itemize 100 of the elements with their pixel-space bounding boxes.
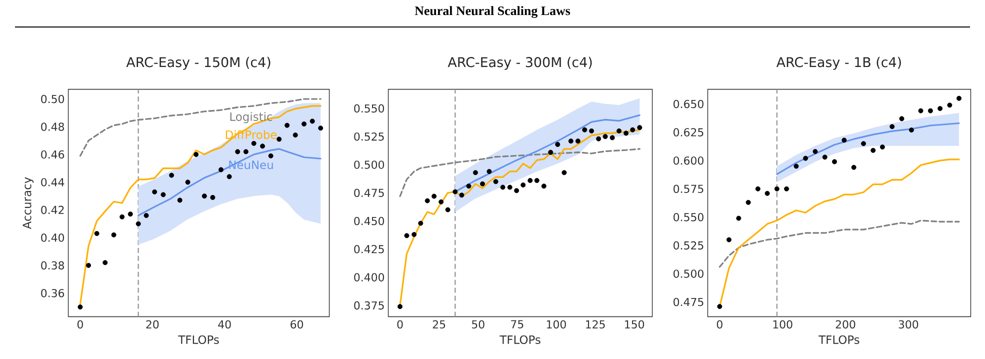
point	[575, 138, 580, 144]
y-axis-title: Accuracy	[22, 177, 34, 230]
chart-title: ARC-Easy - 150M (c4)	[126, 56, 270, 70]
line-series	[399, 148, 640, 198]
y-tick-label: 0.400	[354, 273, 384, 282]
point	[152, 189, 158, 194]
point	[251, 140, 256, 146]
point	[736, 216, 742, 221]
point	[466, 184, 472, 189]
point	[318, 126, 324, 131]
x-tick-label: 20	[146, 320, 159, 329]
point	[452, 189, 458, 194]
point	[589, 128, 594, 134]
line-series	[718, 220, 960, 268]
x-axis-title: TFLOPs	[500, 335, 540, 344]
point	[842, 138, 847, 143]
point	[555, 142, 560, 147]
point	[128, 212, 133, 217]
point	[851, 164, 856, 170]
x-tick-label: 200	[836, 320, 856, 329]
point	[755, 186, 760, 192]
point	[908, 128, 914, 133]
point	[445, 207, 450, 212]
point	[822, 154, 828, 160]
y-tick-label: 0.475	[354, 188, 384, 198]
point	[94, 231, 100, 236]
point	[424, 198, 430, 204]
y-tick-label: 0.550	[354, 104, 384, 113]
point	[764, 190, 770, 196]
point	[726, 237, 732, 242]
y-tick-label: 0.36	[41, 288, 64, 298]
point	[472, 170, 478, 176]
point	[947, 102, 952, 108]
point	[610, 135, 615, 140]
x-tick-label: 50	[472, 320, 484, 329]
x-tick-label: 100	[773, 320, 792, 329]
point	[938, 106, 943, 112]
x-tick-label: 150	[625, 320, 644, 329]
x-tick-label: 100	[546, 320, 566, 329]
y-tick-label: 0.44	[41, 178, 64, 186]
x-tick-label: 0	[77, 320, 83, 329]
series-label: Logistic	[230, 112, 272, 124]
point	[438, 199, 444, 204]
y-tick-label: 0.40	[41, 234, 64, 242]
x-tick-label: 40	[218, 320, 231, 329]
point	[310, 118, 315, 124]
point	[276, 136, 282, 142]
point	[956, 96, 962, 101]
y-tick-label: 0.625	[674, 128, 704, 136]
point	[541, 184, 546, 189]
x-axis-title: TFLOPs	[818, 335, 860, 344]
point	[185, 180, 190, 185]
line-series	[454, 114, 640, 193]
point	[111, 232, 116, 238]
point	[169, 172, 174, 178]
y-tick-label: 0.425	[354, 245, 384, 254]
y-tick-label: 0.375	[354, 301, 384, 310]
y-tick-label: 0.450	[354, 216, 384, 226]
y-tick-label: 0.600	[674, 156, 704, 165]
point	[486, 168, 492, 174]
point	[630, 127, 636, 132]
point	[412, 232, 417, 238]
point	[144, 212, 149, 218]
point	[832, 159, 837, 164]
x-tick-label: 25	[432, 320, 446, 329]
point	[210, 194, 216, 200]
point	[284, 122, 290, 128]
point	[292, 132, 298, 138]
point	[520, 182, 526, 188]
point	[746, 200, 751, 205]
point	[268, 153, 274, 158]
y-tick-label: 0.550	[674, 213, 704, 222]
point	[243, 149, 248, 154]
x-axis-title: TFLOPs	[178, 335, 219, 344]
point	[120, 214, 125, 220]
point	[302, 121, 307, 126]
y-tick-label: 0.475	[674, 298, 704, 306]
point	[774, 186, 780, 192]
point	[432, 194, 437, 199]
point	[812, 149, 818, 154]
y-tick-label: 0.575	[674, 184, 704, 194]
point	[398, 304, 403, 310]
point	[880, 144, 885, 150]
point	[568, 138, 574, 144]
point	[918, 108, 924, 114]
point	[562, 170, 567, 176]
x-tick-label: 125	[586, 320, 605, 329]
y-tick-label: 0.38	[41, 261, 64, 270]
point	[459, 192, 464, 198]
line-series	[138, 148, 322, 216]
x-tick-label: 60	[290, 320, 304, 329]
point	[507, 184, 512, 190]
chart-title: ARC-Easy - 1B (c4)	[776, 56, 901, 70]
point	[514, 188, 520, 194]
y-tick-label: 0.500	[674, 270, 704, 278]
point	[136, 221, 141, 226]
point	[616, 128, 622, 134]
point	[624, 130, 629, 136]
point	[78, 304, 83, 310]
point	[899, 116, 904, 122]
